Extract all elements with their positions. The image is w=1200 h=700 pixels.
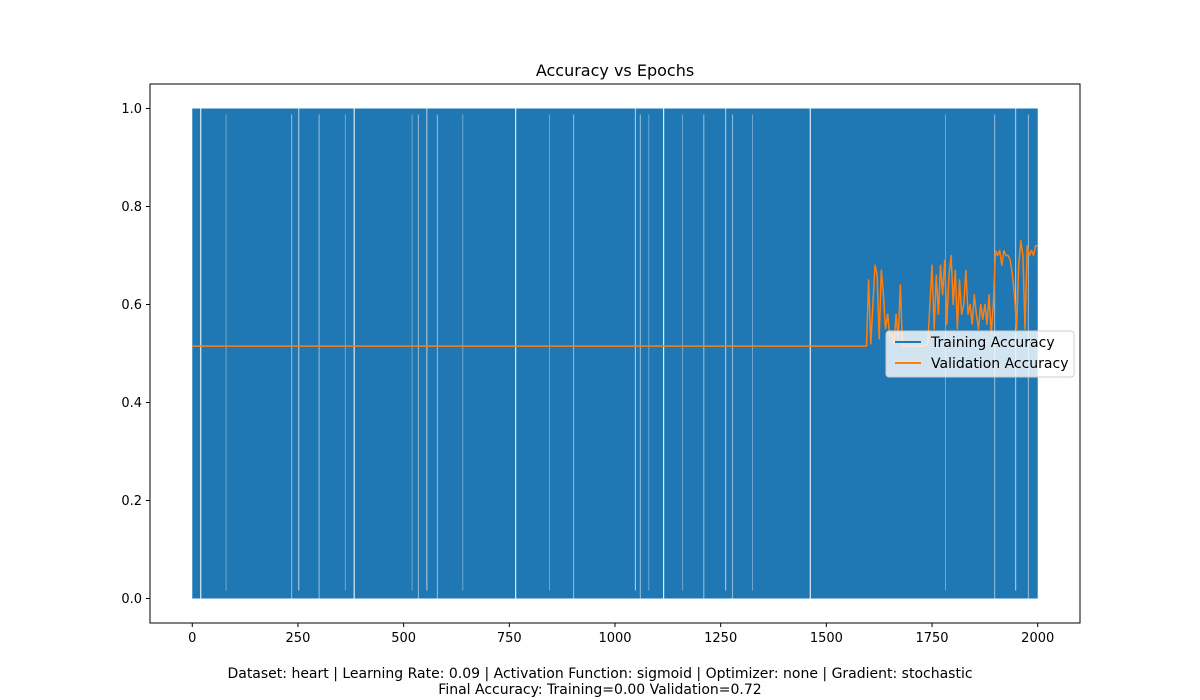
x-tick-label: 0 — [188, 631, 196, 646]
x-tick-label: 250 — [286, 631, 311, 646]
x-tick-label: 1000 — [598, 631, 631, 646]
y-tick-label: 0.2 — [121, 494, 142, 509]
caption-line-2: Final Accuracy: Training=0.00 Validation… — [438, 682, 762, 698]
x-tick-label: 2000 — [1021, 631, 1054, 646]
y-axis: 0.0 0.2 0.4 0.6 0.8 1.0 — [121, 102, 150, 607]
y-tick-label: 0.4 — [121, 396, 142, 411]
y-tick-label: 0.8 — [121, 200, 142, 215]
x-axis: 0 250 500 750 1000 1250 1500 1750 2000 — [188, 623, 1054, 646]
x-tick-label: 750 — [497, 631, 522, 646]
legend-label-training: Training Accuracy — [930, 335, 1055, 351]
legend-box — [885, 330, 1075, 378]
x-tick-label: 1250 — [704, 631, 737, 646]
x-tick-label: 1500 — [810, 631, 843, 646]
caption-line-1: Dataset: heart | Learning Rate: 0.09 | A… — [227, 666, 973, 682]
x-tick-label: 500 — [391, 631, 416, 646]
x-tick-label: 1750 — [915, 631, 948, 646]
chart-title: Accuracy vs Epochs — [536, 61, 694, 80]
y-tick-label: 0.6 — [121, 298, 142, 313]
legend: Training Accuracy Validation Accuracy — [885, 330, 1075, 378]
y-tick-label: 0.0 — [121, 592, 142, 607]
y-tick-label: 1.0 — [121, 102, 142, 117]
legend-label-validation: Validation Accuracy — [931, 356, 1069, 372]
